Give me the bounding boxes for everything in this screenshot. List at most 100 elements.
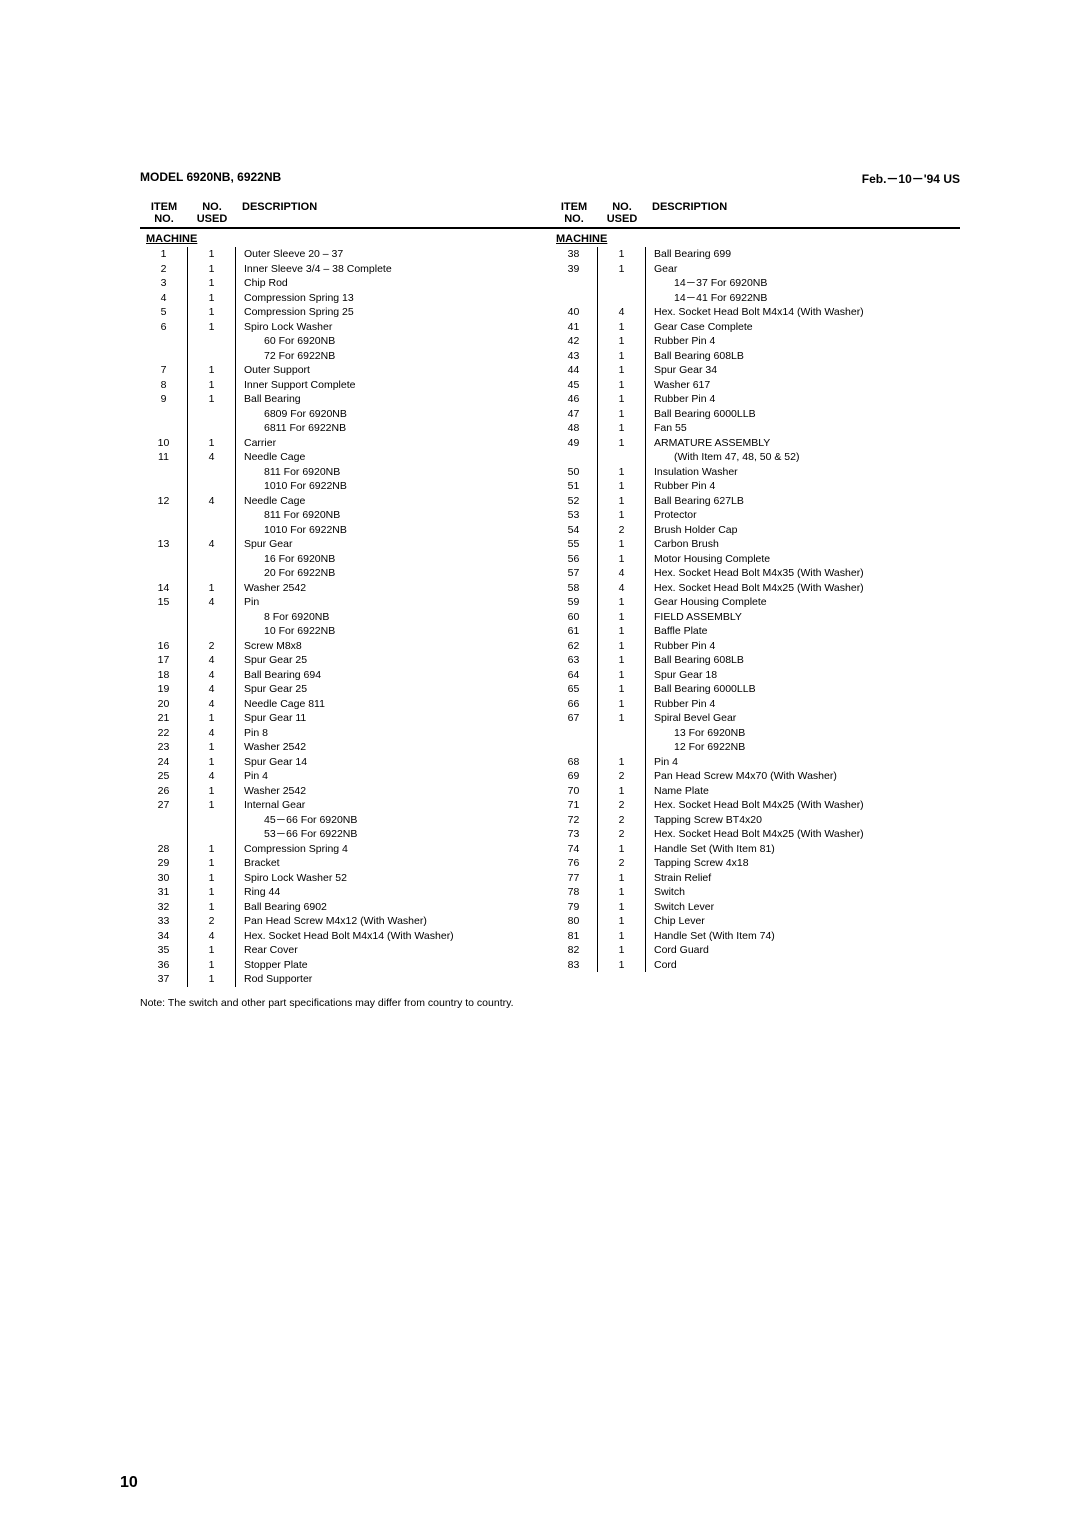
table-row: 91Ball Bearing: [140, 392, 550, 407]
cell-desc: Outer Support: [236, 363, 550, 378]
table-row: 154Pin: [140, 595, 550, 610]
cell-item: 64: [550, 668, 598, 683]
cell-used: [188, 421, 236, 436]
table-row: 531Protector: [550, 508, 960, 523]
cell-desc: Gear: [646, 262, 960, 277]
table-row: 1010 For 6922NB: [140, 523, 550, 538]
cell-used: [188, 465, 236, 480]
cell-used: 4: [188, 929, 236, 944]
cell-desc: FIELD ASSEMBLY: [646, 610, 960, 625]
table-row: 204Needle Cage 811: [140, 697, 550, 712]
table-row: 451Washer 617: [550, 378, 960, 393]
cell-used: 4: [598, 581, 646, 596]
cell-used: 1: [598, 755, 646, 770]
cell-desc: Tapping Screw 4x18: [646, 856, 960, 871]
cell-item: 56: [550, 552, 598, 567]
cell-item: 23: [140, 740, 188, 755]
cell-desc: 811 For 6920NB: [236, 465, 550, 480]
table-row: 61Spiro Lock Washer: [140, 320, 550, 335]
cell-used: 1: [598, 537, 646, 552]
table-row: 692Pan Head Screw M4x70 (With Washer): [550, 769, 960, 784]
cell-item: 79: [550, 900, 598, 915]
cell-used: 1: [188, 842, 236, 857]
table-row: 14－37 For 6920NB: [550, 276, 960, 291]
table-row: 224Pin 8: [140, 726, 550, 741]
cell-desc: Compression Spring 4: [236, 842, 550, 857]
table-row: 11Outer Sleeve 20 – 37: [140, 247, 550, 262]
cell-desc: Ball Bearing 699: [646, 247, 960, 262]
cell-item: 72: [550, 813, 598, 828]
cell-desc: Spiro Lock Washer 52: [236, 871, 550, 886]
cell-item: 41: [550, 320, 598, 335]
cell-used: 1: [188, 305, 236, 320]
table-row: 621Rubber Pin 4: [550, 639, 960, 654]
table-row: 344Hex. Socket Head Bolt M4x14 (With Was…: [140, 929, 550, 944]
cell-desc: Rear Cover: [236, 943, 550, 958]
cell-desc: Gear Case Complete: [646, 320, 960, 335]
cell-item: 81: [550, 929, 598, 944]
table-row: 584Hex. Socket Head Bolt M4x25 (With Was…: [550, 581, 960, 596]
section-title-left: MACHINE: [140, 229, 550, 247]
cell-desc: Cord: [646, 958, 960, 973]
table-row: 361Stopper Plate: [140, 958, 550, 973]
cell-desc: Spiral Bevel Gear: [646, 711, 960, 726]
cell-used: 2: [598, 769, 646, 784]
table-row: 162Screw M8x8: [140, 639, 550, 654]
cell-used: 1: [598, 349, 646, 364]
cell-item: 25: [140, 769, 188, 784]
table-row: 60 For 6920NB: [140, 334, 550, 349]
table-row: 72 For 6922NB: [140, 349, 550, 364]
col-used-hdr: NO. USED: [598, 201, 646, 225]
cell-desc: Hex. Socket Head Bolt M4x25 (With Washer…: [646, 827, 960, 842]
col-item-hdr: ITEM NO.: [550, 201, 598, 225]
cell-desc: 45－66 For 6920NB: [236, 813, 550, 828]
cell-used: [188, 624, 236, 639]
cell-item: 11: [140, 450, 188, 465]
cell-desc: 811 For 6920NB: [236, 508, 550, 523]
cell-used: 1: [188, 378, 236, 393]
table-row: 41Compression Spring 13: [140, 291, 550, 306]
cell-desc: Pin 8: [236, 726, 550, 741]
table-row: 184Ball Bearing 694: [140, 668, 550, 683]
parts-table: ITEM NO. NO. USED DESCRIPTION MACHINE 11…: [140, 201, 960, 987]
cell-used: [188, 508, 236, 523]
cell-used: 1: [188, 943, 236, 958]
cell-desc: Needle Cage: [236, 450, 550, 465]
cell-item: 13: [140, 537, 188, 552]
cell-desc: Insulation Washer: [646, 465, 960, 480]
cell-desc: Washer 2542: [236, 740, 550, 755]
table-row: 31Chip Rod: [140, 276, 550, 291]
cell-desc: Rubber Pin 4: [646, 697, 960, 712]
header-row: MODEL 6920NB, 6922NB Feb.－10－'94 US: [140, 170, 960, 187]
cell-item: [140, 508, 188, 523]
cell-item: 45: [550, 378, 598, 393]
table-row: 6811 For 6922NB: [140, 421, 550, 436]
cell-desc: Rubber Pin 4: [646, 392, 960, 407]
cell-desc: 60 For 6920NB: [236, 334, 550, 349]
cell-item: 3: [140, 276, 188, 291]
cell-desc: Switch Lever: [646, 900, 960, 915]
cell-item: 31: [140, 885, 188, 900]
cell-used: 1: [598, 697, 646, 712]
cell-used: [188, 827, 236, 842]
cell-used: 2: [598, 523, 646, 538]
cell-item: [550, 276, 598, 291]
table-row: 281Compression Spring 4: [140, 842, 550, 857]
table-row: 501Insulation Washer: [550, 465, 960, 480]
cell-item: [140, 421, 188, 436]
cell-item: 52: [550, 494, 598, 509]
table-row: 254Pin 4: [140, 769, 550, 784]
cell-item: 16: [140, 639, 188, 654]
table-row: 261Washer 2542: [140, 784, 550, 799]
cell-desc: Ball Bearing 608LB: [646, 653, 960, 668]
cell-item: 47: [550, 407, 598, 422]
cell-used: 1: [598, 363, 646, 378]
cell-desc: Bracket: [236, 856, 550, 871]
table-row: 134Spur Gear: [140, 537, 550, 552]
cell-used: 1: [598, 885, 646, 900]
cell-item: 43: [550, 349, 598, 364]
cell-desc: Hex. Socket Head Bolt M4x25 (With Washer…: [646, 798, 960, 813]
cell-item: 40: [550, 305, 598, 320]
cell-desc: Ball Bearing 608LB: [646, 349, 960, 364]
cell-used: 1: [188, 856, 236, 871]
